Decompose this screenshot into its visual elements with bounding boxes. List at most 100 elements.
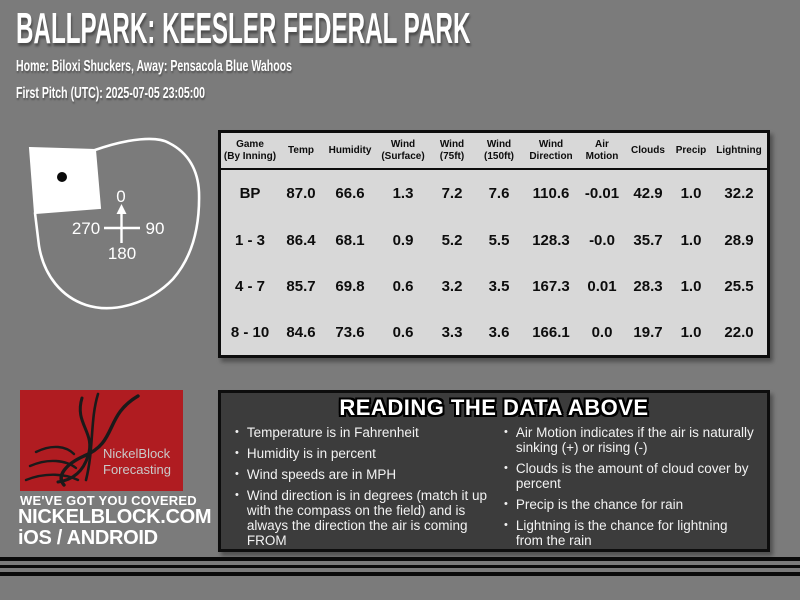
cell-clouds: 42.9	[633, 185, 663, 203]
cell-lightning: 25.5	[724, 277, 754, 295]
logo-wordmark: NickelBlock Forecasting	[103, 446, 171, 477]
legend-item: • Clouds is the amount of cloud cover by …	[504, 461, 749, 491]
legend-item: • Wind speeds are in MPH	[235, 467, 397, 482]
row-label: 8 - 10	[230, 323, 270, 341]
cell-temp: 87.0	[286, 185, 316, 203]
cell-precip: 1.0	[680, 323, 702, 341]
compass-label-west: 270	[72, 219, 100, 238]
field-diagram: 0 270 90 180	[28, 137, 201, 310]
col-wind-150ft: Wind (150ft)	[475, 133, 523, 170]
compass-label-north: 0	[116, 187, 125, 206]
cell-clouds: 28.3	[633, 277, 663, 295]
bullet-icon: •	[504, 519, 508, 531]
cell-precip: 1.0	[680, 185, 702, 203]
legend-item: • Temperature is in Fahrenheit	[235, 425, 419, 440]
row-label: 1 - 3	[234, 231, 265, 249]
cell-air-motion: 0.01	[587, 277, 617, 295]
logo-flourish-icon	[24, 392, 140, 487]
cell-precip: 1.0	[680, 231, 702, 249]
cell-wind-direction: 167.3	[532, 277, 570, 295]
compass: 0 270 90 180	[72, 187, 165, 263]
nickelblock-logo: NickelBlock Forecasting	[20, 390, 183, 491]
cell-wind-surface: 0.9	[392, 231, 414, 249]
cell-wind-150ft: 3.5	[488, 277, 510, 295]
bullet-icon: •	[235, 447, 239, 459]
row-label: BP	[239, 185, 261, 203]
legend-item: • Air Motion indicates if the air is natu…	[504, 425, 754, 455]
bullet-icon: •	[235, 489, 239, 501]
legend-left-list: • Temperature is in Fahrenheit • Humidity …	[233, 425, 488, 548]
compass-arrowhead	[116, 204, 127, 214]
cell-wind-direction: 110.6	[532, 185, 570, 203]
col-precip: Precip	[671, 133, 711, 170]
cell-lightning: 32.2	[724, 185, 754, 203]
col-wind-surface: Wind (Surface)	[377, 133, 429, 170]
table-row-4-7: 4 - 7 85.7 69.8 0.6 3.2 3.5 167.3 0.01 2…	[221, 263, 767, 309]
cell-air-motion: -0.01	[584, 185, 620, 203]
forecast-table: Game (By Inning) Temp Humidity Wind (Surfa…	[218, 130, 770, 358]
cell-wind-direction: 128.3	[532, 231, 570, 249]
legend-item: • Humidity is in percent	[235, 446, 376, 461]
legend-item: • Lightning is the chance for lightning f…	[504, 518, 728, 548]
cell-lightning: 28.9	[724, 231, 754, 249]
bullet-icon: •	[504, 426, 508, 438]
cell-wind-surface: 1.3	[392, 185, 414, 203]
cell-wind-150ft: 5.5	[488, 231, 510, 249]
col-game: Game (By Inning)	[221, 133, 279, 170]
teams-subtitle: Home: Biloxi Shuckers, Away: Pensacola B…	[16, 58, 293, 75]
row-label: 4 - 7	[234, 277, 265, 295]
cell-clouds: 19.7	[633, 323, 663, 341]
col-clouds: Clouds	[625, 133, 671, 170]
cell-precip: 1.0	[680, 277, 702, 295]
col-lightning: Lightning	[711, 133, 767, 170]
cell-wind-75ft: 5.2	[441, 231, 463, 249]
bullet-icon: •	[504, 498, 508, 510]
divider-line	[0, 557, 800, 561]
cell-air-motion: -0.0	[589, 231, 615, 249]
cell-wind-surface: 0.6	[392, 277, 414, 295]
table-row-1-3: 1 - 3 86.4 68.1 0.9 5.2 5.5 128.3 -0.0 3…	[221, 218, 767, 264]
legend-title: READING THE DATA ABOVE	[339, 395, 649, 420]
cell-temp: 84.6	[286, 323, 316, 341]
table-header-row: Game (By Inning) Temp Humidity Wind (Surfa…	[221, 133, 767, 170]
bullet-icon: •	[235, 426, 239, 438]
col-wind-75ft: Wind (75ft)	[429, 133, 475, 170]
first-pitch-subtitle: First Pitch (UTC): 2025-07-05 23:05:00	[16, 85, 205, 102]
col-air-motion: Air Motion	[579, 133, 625, 170]
pitcher-mound-dot	[57, 172, 67, 182]
cell-humidity: 69.8	[335, 277, 365, 295]
col-wind-direction: Wind Direction	[523, 133, 579, 170]
outfield-fence-outline	[33, 137, 201, 310]
cell-wind-150ft: 7.6	[488, 185, 510, 203]
table-row-8-10: 8 - 10 84.6 73.6 0.6 3.3 3.6 166.1 0.0 1…	[221, 309, 767, 355]
cell-wind-direction: 166.1	[532, 323, 570, 341]
platforms-text: iOS / ANDROID	[18, 527, 158, 549]
col-temp: Temp	[279, 133, 323, 170]
bullet-icon: •	[235, 468, 239, 480]
legend-item: • Wind direction is in degrees (match it …	[235, 488, 487, 548]
cell-temp: 86.4	[286, 231, 316, 249]
tagline: WE'VE GOT YOU COVERED	[20, 493, 197, 508]
cell-humidity: 66.6	[335, 185, 365, 203]
bullet-icon: •	[504, 462, 508, 474]
col-humidity: Humidity	[323, 133, 377, 170]
cell-wind-75ft: 3.2	[441, 277, 463, 295]
cell-wind-75ft: 3.3	[441, 323, 463, 341]
cell-temp: 85.7	[286, 277, 316, 295]
compass-label-east: 90	[146, 219, 165, 238]
cell-humidity: 68.1	[335, 231, 365, 249]
cell-wind-150ft: 3.6	[488, 323, 510, 341]
cell-wind-75ft: 7.2	[441, 185, 463, 203]
legend-item: • Precip is the chance for rain	[504, 497, 684, 512]
divider-line	[0, 572, 800, 576]
divider-line	[0, 564, 800, 568]
website-text: NICKELBLOCK.COM	[18, 506, 212, 528]
legend-right-list: • Air Motion indicates if the air is natu…	[502, 425, 757, 548]
compass-label-south: 180	[108, 244, 136, 263]
cell-air-motion: 0.0	[591, 323, 613, 341]
page-title: BALLPARK: KEESLER FEDERAL PARK	[16, 4, 471, 53]
cell-lightning: 22.0	[724, 323, 754, 341]
cell-humidity: 73.6	[335, 323, 365, 341]
legend-panel: READING THE DATA ABOVE • Temperature is i…	[218, 390, 770, 552]
